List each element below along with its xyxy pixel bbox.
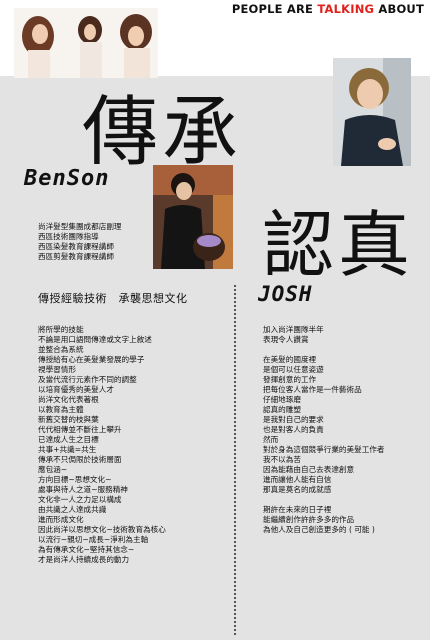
text-line: 視學習情形 <box>38 365 76 374</box>
josh-portrait-photo <box>333 58 411 166</box>
role-line: 西區染髮教育課程講師 <box>38 242 114 251</box>
benson-title: 傳承 <box>82 87 242 176</box>
benson-name: BenSon <box>24 166 110 191</box>
text-line: 已達成人生之目標 <box>38 435 99 444</box>
text-line: 進而形成文化 <box>38 515 84 524</box>
text-line: 是個可以任意姿遊 <box>263 365 324 374</box>
text-line: 把每位客人當作是一件藝術品 <box>263 385 362 394</box>
text-line <box>263 495 385 505</box>
benson-working-photo <box>153 165 233 269</box>
text-line: 表現令人讚賞 <box>263 335 309 344</box>
text-line: 我不以為苦 <box>263 455 301 464</box>
text-line: 才是尚洋人持續成長的動力 <box>38 555 130 564</box>
text-line: 新舊交替的枝與葉 <box>38 415 99 424</box>
benson-text-column: 將所學的技能 不論是用口語問傳達或文字上敘述 並整合為系統 傳授給有心在美髮業發展的學… <box>38 325 166 565</box>
text-line: 文化非一人之力足以構成 <box>38 495 122 504</box>
text-line: 尚洋文化代表著根 <box>38 395 99 404</box>
header-title: PEOPLE ARE TALKING ABOUT <box>231 2 424 16</box>
text-line: 對於身為這個競爭行業的美髮工作者 <box>263 445 385 454</box>
role-line: 西區技術團隊指導 <box>38 232 99 241</box>
text-line: 能繼續創作許許多多的作品 <box>263 515 355 524</box>
text-line: 仔細地琢磨 <box>263 395 301 404</box>
text-line: 然而 <box>263 435 279 444</box>
text-line: 將所學的技能 <box>38 325 84 334</box>
column-divider <box>234 285 236 635</box>
josh-title: 認真 <box>262 203 415 287</box>
text-line: 方向目標~思想文化~ <box>38 475 112 484</box>
text-line: 處事與待人之道~服務精神 <box>38 485 128 494</box>
benson-heading: 傳授經驗技術 承襲思想文化 <box>38 292 188 305</box>
josh-name: JOSH <box>258 282 313 306</box>
josh-text-column: 加入尚洋團隊半年 表現令人讚賞 在美髮的國度裡 是個可以任意姿遊 發揮創意的工作 把每位客… <box>263 325 385 535</box>
text-line: 那真是莫名的成就感 <box>263 485 332 494</box>
text-line: 加入尚洋團隊半年 <box>263 325 324 334</box>
role-line: 西區剪髮教育課程講師 <box>38 252 114 261</box>
benson-roles: 尚洋髮型集團成都店副理 西區技術團隊指導 西區染髮教育課程講師 西區剪髮教育課程… <box>38 222 122 262</box>
text-line: 為他人及自己創造更多的 ( 可能 ) <box>263 525 375 534</box>
text-line: 以培育優秀的美髮人才 <box>38 385 114 394</box>
text-line: 是我對自己的要求 <box>263 415 324 424</box>
text-line: 也是對客人的負責 <box>263 425 324 434</box>
text-line: 發揮創意的工作 <box>263 375 317 384</box>
text-line <box>263 345 385 355</box>
text-line: 因此尚洋以思想文化~技術教育為核心 <box>38 525 166 534</box>
text-line: 並整合為系統 <box>38 345 84 354</box>
text-line: 在美髮的國度裡 <box>263 355 317 364</box>
text-line: 共事+共識=共生 <box>38 445 97 454</box>
text-line: 不論是用口語問傳達或文字上敘述 <box>38 335 152 344</box>
text-line: 代代相傳並不斷往上攀升 <box>38 425 122 434</box>
text-line: 以流行~親切~成長~淨利為主軸 <box>38 535 149 544</box>
model-photo-strip <box>14 8 158 78</box>
text-line: 為有傳承文化~堅持其信念~ <box>38 545 135 554</box>
text-line: 因為能藉由自己去表達創意 <box>263 465 355 474</box>
text-line: 傳承不只侷限於技術層面 <box>38 455 122 464</box>
text-line: 傳授給有心在美髮業發展的學子 <box>38 355 145 364</box>
text-line: 認真的雕塑 <box>263 405 301 414</box>
text-line: 及當代流行元素作不同的調整 <box>38 375 137 384</box>
text-line: 由共識之人達成共識 <box>38 505 107 514</box>
role-line: 尚洋髮型集團成都店副理 <box>38 222 122 231</box>
text-line: 期許在未來的日子裡 <box>263 505 332 514</box>
text-line: 應包涵~ <box>38 465 68 474</box>
text-line: 進而讓他人能有自信 <box>263 475 332 484</box>
text-line: 以教育為主體 <box>38 405 84 414</box>
